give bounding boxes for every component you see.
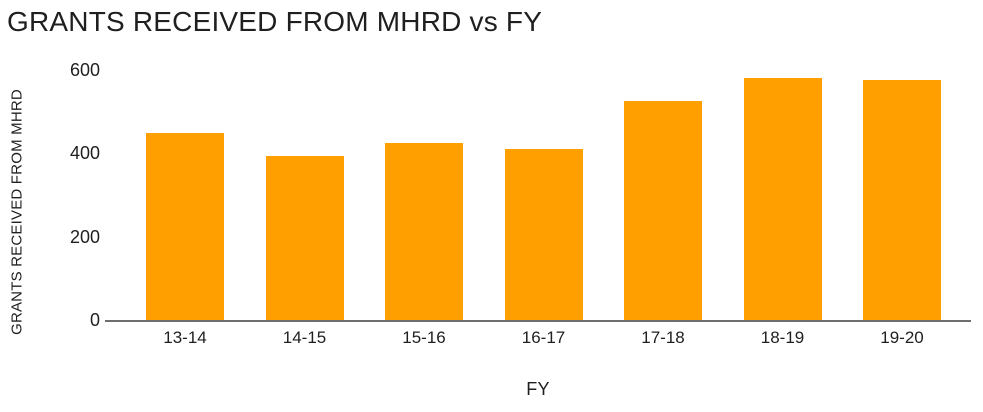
- y-tick-label-0: 0: [89, 310, 100, 330]
- bar-14-15: [265, 156, 344, 320]
- x-tick-label-13-14: 13-14: [163, 328, 207, 347]
- x-tick-label-15-16: 15-16: [402, 328, 446, 347]
- x-tick-label-16-17: 16-17: [521, 328, 566, 347]
- bar-slot-17-18: 17-18: [624, 70, 702, 346]
- plot-area: 13-14 14-15 15-16 16-17 17-18 18-19 19-20: [105, 70, 971, 346]
- chart-title: GRANTS RECEIVED FROM MHRD vs FY: [7, 6, 543, 37]
- bar-slot-16-17: 16-17: [504, 70, 583, 346]
- bar-slot-18-19: 18-19: [743, 70, 822, 346]
- bar-13-14: [146, 132, 224, 320]
- bar-slot-19-20: 19-20: [863, 70, 941, 346]
- bar-slot-15-16: 15-16: [385, 70, 463, 346]
- x-axis-line: [105, 320, 971, 322]
- x-axis-title: FY: [526, 379, 550, 399]
- bars-area: 13-14 14-15 15-16 16-17 17-18 18-19 19-20: [105, 70, 971, 346]
- bar-16-17: [504, 149, 583, 320]
- y-tick-label-400: 400: [69, 143, 100, 164]
- bar-slot-14-15: 14-15: [265, 70, 344, 346]
- x-tick-label-18-19: 18-19: [760, 328, 805, 347]
- bar-19-20: [863, 79, 941, 320]
- y-tick-label-200: 200: [69, 226, 100, 247]
- bar-18-19: [743, 77, 822, 320]
- bar-slot-13-14: 13-14: [146, 70, 224, 346]
- x-tick-label-14-15: 14-15: [282, 328, 327, 347]
- x-tick-label-17-18: 17-18: [641, 328, 685, 347]
- bar-15-16: [385, 142, 463, 320]
- y-tick-label-600: 600: [69, 60, 100, 80]
- bar-17-18: [624, 101, 702, 320]
- x-tick-label-19-20: 19-20: [880, 328, 924, 347]
- y-axis-ticks: 0 200 400 600: [0, 61, 100, 329]
